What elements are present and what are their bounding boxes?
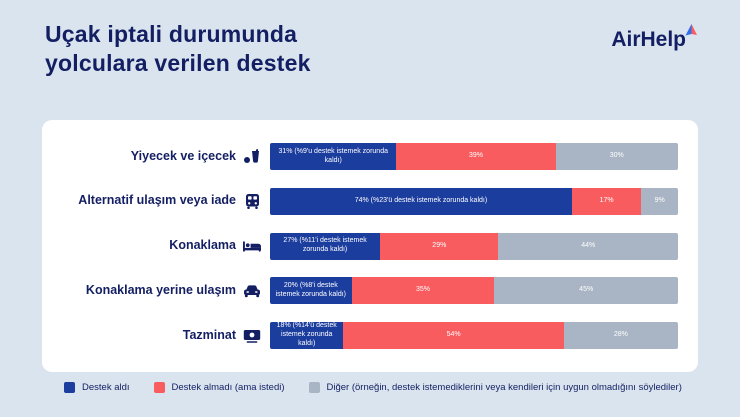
bar-segment: 39% [396,143,556,170]
chart-row: Alternatif ulaşım veya iade 74% (%23'ü de… [54,187,678,215]
bar-segment: 31% (%9'u destek istemek zorunda kaldı) [270,143,397,170]
category-label: Konaklama [169,238,236,253]
bar-segment: 29% [380,232,499,260]
car-icon [243,282,261,300]
chart-rows: Yiyecek ve içecek 31% (%9'u destek isteme… [54,143,678,349]
legend-item: Destek aldı [64,382,130,393]
bar-segment: 20% (%8'i destek istemek zorunda kaldı) [270,277,352,305]
bar-segment: 35% [351,277,495,305]
chart-card: Yiyecek ve içecek 31% (%9'u destek isteme… [42,120,698,372]
legend-item: Diğer (örneğin, destek istemediklerini v… [308,382,682,393]
bar-segment: 18% (%14'ü destek istemek zorunda kaldı) [270,322,344,349]
chart-row: Konaklama 27% (%11'i destek istemek zorun… [54,232,678,260]
money-icon [243,327,261,345]
food-drink-icon [243,148,261,166]
bar-segment: 30% [555,143,678,170]
legend: Destek aldı Destek almadı (ama istedi) Diğ… [64,382,710,393]
header: Uçak iptali durumunda yolculara verilen … [0,0,740,79]
chart-row: Konaklama yerine ulaşım 20% (%8'i destek … [54,277,678,305]
legend-label: Destek almadı (ama istedi) [171,382,285,393]
airhelp-logo-text: AirHelp [611,28,686,51]
stacked-bar: 27% (%11'i destek istemek zorunda kaldı)… [270,232,678,260]
stacked-bar: 74% (%23'ü destek istemek zorunda kaldı)… [270,187,678,215]
category-label: Alternatif ulaşım veya iade [78,193,236,208]
stacked-bar: 31% (%9'u destek istemek zorunda kaldı) 3… [270,143,678,170]
legend-color-chip [64,382,75,393]
airhelp-logo-mark-icon [685,19,698,43]
page-title: Uçak iptali durumunda yolculara verilen … [45,20,311,79]
chart-row: Tazminat 18% (%14'ü destek istemek zorund… [54,322,678,349]
bar-segment: 28% [563,322,678,349]
category-label: Yiyecek ve içecek [130,148,236,163]
page-title-line1: Uçak iptali durumunda [45,21,298,47]
stacked-bar: 18% (%14'ü destek istemek zorunda kaldı)… [270,322,678,349]
legend-color-chip [308,382,320,393]
legend-color-chip [153,382,165,393]
page-title-line2: yolculara verilen destek [45,50,311,77]
stacked-bar: 20% (%8'i destek istemek zorunda kaldı) 3… [270,277,678,305]
category-label: Tazminat [182,327,236,342]
legend-item: Destek almadı (ama istedi) [153,382,285,393]
bar-segment: 27% (%11'i destek istemek zorunda kaldı) [270,232,381,260]
legend-label: Destek aldı [82,382,130,393]
category-label: Konaklama yerine ulaşım [85,282,236,297]
bar-segment: 17% [571,187,642,215]
airhelp-logo: AirHelp [611,24,697,52]
bar-segment: 45% [494,277,678,305]
bar-segment: 54% [343,322,564,349]
bus-icon [243,192,261,210]
bar-segment: 44% [498,232,678,260]
bar-segment: 9% [641,187,678,215]
bar-segment: 74% (%23'ü destek istemek zorunda kaldı) [270,187,572,215]
bed-icon [243,237,261,255]
chart-row: Yiyecek ve içecek 31% (%9'u destek isteme… [54,143,678,170]
legend-label: Diğer (örneğin, destek istemediklerini v… [326,382,682,393]
